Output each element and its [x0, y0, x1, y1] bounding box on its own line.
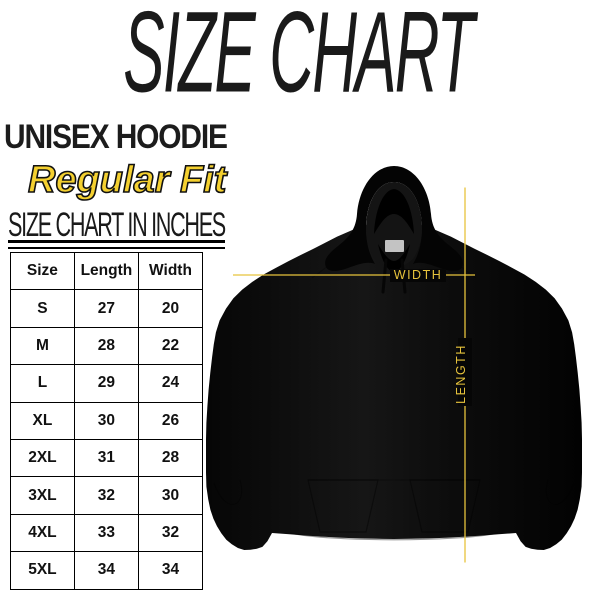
svg-text:WIDTH: WIDTH: [394, 268, 442, 282]
svg-text:LENGTH: LENGTH: [454, 344, 468, 404]
